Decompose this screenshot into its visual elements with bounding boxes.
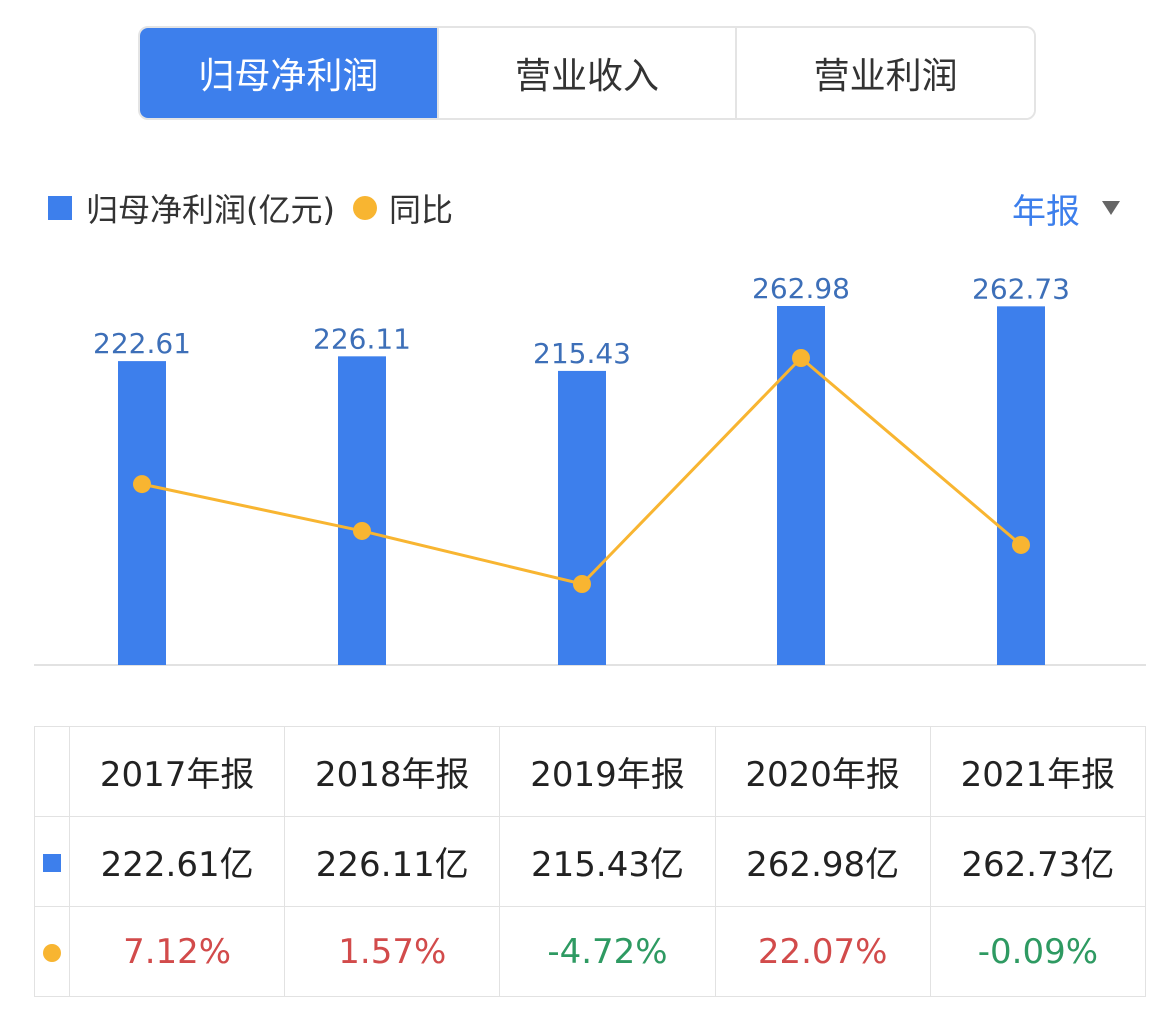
bar-legend-marker (48, 196, 72, 220)
table-row-marker (34, 816, 70, 907)
table-value-cell: 222.61亿 (68, 816, 286, 907)
bar-value-label: 222.61 (93, 327, 191, 360)
bar (338, 356, 386, 665)
bar (118, 361, 166, 665)
bar-series-marker (43, 854, 61, 872)
line-series-marker (43, 944, 61, 962)
yoy-point (133, 475, 151, 494)
table-value-cell: 226.11亿 (284, 816, 501, 907)
table-header-cell: 2017年报 (68, 726, 286, 817)
table-yoy-cell: 7.12% (68, 906, 286, 997)
table-header-cell: 2020年报 (714, 726, 931, 817)
table-header-cell: 2019年报 (499, 726, 716, 817)
table-row-marker (34, 906, 70, 997)
table-yoy-cell: 1.57% (284, 906, 501, 997)
table-header-cell: 2018年报 (284, 726, 501, 817)
chart-legend: 归母净利润(亿元) 同比 (48, 184, 453, 232)
period-selector[interactable]: 年报 (1012, 184, 1120, 232)
table-value-cell: 262.98亿 (714, 816, 931, 907)
line-legend-marker (352, 196, 377, 220)
bar-value-label: 262.98 (752, 272, 850, 305)
table-value-cell: 262.73亿 (929, 816, 1147, 907)
yoy-point (353, 521, 371, 540)
net-profit-chart: 222.61 226.11 215.43 262.98 262.73 (34, 272, 1146, 666)
table-corner (34, 726, 70, 817)
period-selector-label: 年报 (1012, 191, 1080, 232)
bar-value-label: 262.73 (972, 272, 1070, 305)
table-yoy-cell: -4.72% (499, 906, 716, 997)
table-value-cell: 215.43亿 (499, 816, 716, 907)
line-legend-label: 同比 (388, 191, 453, 229)
tab-net-profit[interactable]: 归母净利润 (140, 28, 439, 118)
metric-tabs: 归母净利润 营业收入 营业利润 (138, 26, 1036, 120)
bar-legend-label: 归母净利润(亿元) (86, 191, 335, 229)
bar-value-label: 226.11 (313, 322, 411, 355)
table-header-cell: 2021年报 (929, 726, 1147, 817)
table-header-row: 2017年报 2018年报 2019年报 2020年报 2021年报 (34, 726, 1147, 817)
table-yoy-cell: 22.07% (714, 906, 931, 997)
tab-operating-profit[interactable]: 营业利润 (737, 28, 1034, 118)
caret-down-icon (1102, 201, 1120, 215)
tab-revenue[interactable]: 营业收入 (438, 28, 738, 118)
table-yoy-row: 7.12% 1.57% -4.72% 22.07% -0.09% (34, 906, 1147, 997)
bar (997, 306, 1045, 665)
yoy-point (1012, 535, 1030, 554)
table-yoy-cell: -0.09% (929, 906, 1147, 997)
bar-value-label: 215.43 (533, 337, 631, 370)
bar (558, 370, 606, 665)
data-table: 2017年报 2018年报 2019年报 2020年报 2021年报 222.6… (34, 726, 1147, 997)
yoy-point (573, 575, 591, 593)
yoy-point (792, 349, 810, 367)
table-value-row: 222.61亿 226.11亿 215.43亿 262.98亿 262.73亿 (34, 816, 1147, 907)
